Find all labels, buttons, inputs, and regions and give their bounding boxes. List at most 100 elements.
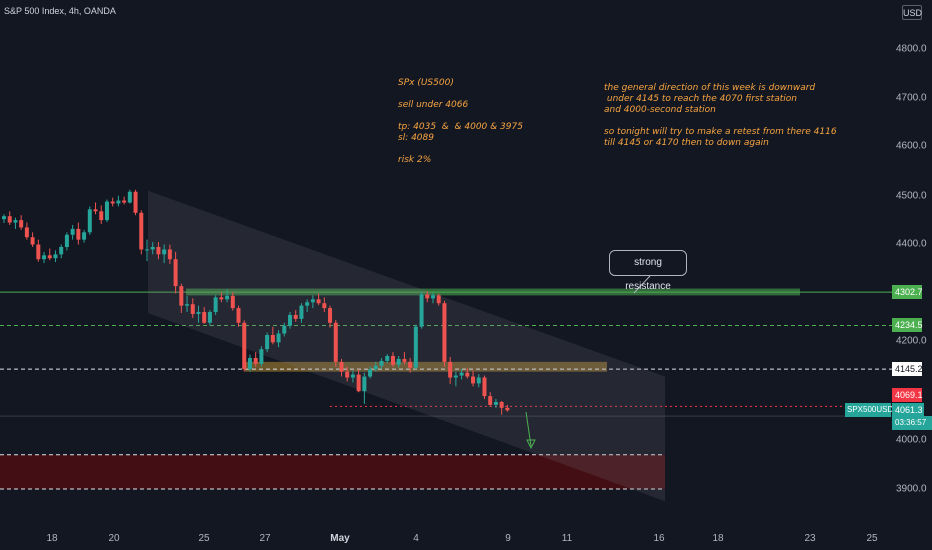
date-tick: 23: [804, 533, 816, 544]
candle-body: [396, 358, 401, 365]
candle-body: [505, 407, 510, 411]
candle-body: [13, 220, 18, 223]
candle-body: [99, 211, 104, 221]
price-tick: 4800.0: [896, 43, 927, 55]
candle-body: [453, 375, 458, 378]
candle-body: [442, 303, 447, 362]
chart-title[interactable]: S&P 500 Index, 4h, OANDA: [4, 6, 116, 16]
candle-body: [190, 304, 195, 314]
candle-body: [413, 326, 418, 368]
candle-body: [127, 191, 132, 203]
descending-channel: [148, 190, 665, 502]
date-tick: May: [330, 533, 350, 544]
candle-body: [82, 232, 87, 240]
candle-body: [47, 255, 52, 259]
candle-body: [87, 209, 92, 233]
candle-body: [402, 358, 407, 362]
candle-body: [167, 249, 172, 260]
candle-body: [122, 200, 127, 203]
candle-body: [339, 361, 344, 372]
candle-body: [265, 335, 270, 350]
level-badge-4069[interactable]: 4069.1: [892, 388, 923, 402]
candle-body: [310, 299, 315, 303]
candle-body: [316, 299, 321, 304]
candle-body: [385, 356, 390, 361]
analysis-note[interactable]: the general direction of this week is do…: [604, 83, 837, 148]
date-tick: 9: [505, 533, 511, 544]
candle-body: [305, 302, 310, 306]
callout-pointer: [633, 275, 651, 294]
candle-body: [282, 325, 287, 334]
date-tick: 18: [46, 533, 58, 544]
candle-body: [276, 333, 281, 343]
candle-body: [345, 371, 350, 378]
level-badge-4234[interactable]: 4234.5: [892, 318, 923, 332]
candle-body: [322, 303, 327, 309]
candle-body: [368, 369, 373, 377]
last-price: 4061.3: [892, 403, 924, 417]
date-tick: 27: [259, 533, 271, 544]
bar-countdown: 03:36:57: [892, 416, 932, 430]
candle-body: [333, 322, 338, 362]
price-tick: 3900.0: [896, 483, 927, 495]
candle-body: [70, 228, 75, 235]
level-badge-resistance[interactable]: 4302.7: [892, 285, 923, 299]
candle-body: [196, 312, 201, 314]
symbol-name: SPX500USD: [845, 403, 893, 417]
candle-body: [213, 297, 218, 313]
strong-resistance-callout[interactable]: strong resistance: [609, 250, 687, 292]
candle-body: [104, 201, 109, 221]
candle-body: [465, 372, 470, 377]
candle-body: [242, 322, 247, 370]
date-tick: 4: [413, 533, 419, 544]
date-tick: 11: [561, 533, 573, 544]
candle-body: [379, 360, 384, 366]
candle-body: [328, 308, 333, 323]
candle-body: [270, 335, 275, 343]
candle-body: [482, 377, 487, 397]
candle-body: [225, 295, 230, 300]
candle-body: [36, 244, 41, 260]
date-tick: 25: [198, 533, 210, 544]
candle-body: [30, 237, 35, 245]
chart-area[interactable]: S&P 500 Index, 4h, OANDA SPx (US500) sel…: [0, 0, 892, 525]
candle-body: [219, 297, 224, 300]
price-tick: 4000.0: [896, 434, 927, 446]
trade-plan-note[interactable]: SPx (US500) sell under 4066 tp: 4035 & &…: [398, 78, 523, 165]
level-badge-4145[interactable]: 4145.2: [892, 362, 923, 376]
currency-button[interactable]: USD: [902, 5, 922, 20]
candle-body: [150, 247, 155, 250]
target-zone: [0, 454, 665, 489]
projection-arrow-head: [526, 439, 536, 450]
date-tick: 16: [653, 533, 665, 544]
chart-canvas[interactable]: [0, 0, 892, 525]
candle-body: [299, 305, 304, 319]
candle-body: [471, 376, 476, 384]
candle-body: [431, 295, 435, 299]
candle-body: [7, 216, 12, 223]
candle-body: [288, 314, 292, 326]
candle-body: [419, 294, 424, 327]
candle-body: [76, 228, 81, 240]
price-tick: 4600.0: [896, 140, 927, 152]
candle-body: [459, 372, 464, 376]
price-scale[interactable]: 4800.0 4700.0 4600.0 4500.0 4400.0 4200.…: [892, 0, 932, 525]
candle-body: [293, 314, 298, 319]
candle-body: [236, 308, 241, 323]
candle-body: [247, 357, 252, 370]
price-tick: 4500.0: [896, 190, 927, 202]
candle-body: [133, 191, 138, 213]
candle-body: [93, 209, 98, 212]
candle-body: [488, 396, 493, 405]
candle-body: [64, 234, 69, 247]
price-tick: 4400.0: [896, 238, 927, 250]
candle-body: [362, 376, 367, 392]
candle-body: [230, 295, 235, 309]
candle-body: [425, 294, 430, 299]
candle-body: [173, 259, 178, 287]
candle-body: [476, 377, 481, 384]
date-tick: 20: [108, 533, 120, 544]
candle-body: [356, 374, 361, 392]
date-tick: 18: [712, 533, 724, 544]
time-scale[interactable]: 18 20 25 27 May 4 9 11 16 18 23 25: [0, 525, 892, 550]
